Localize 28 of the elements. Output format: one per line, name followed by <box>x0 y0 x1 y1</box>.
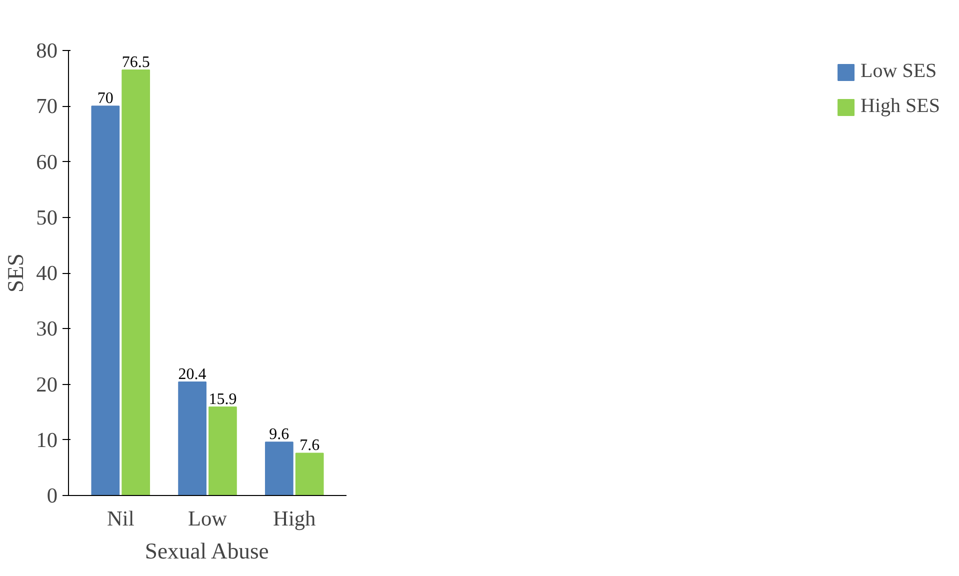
y-tick-label: 80 <box>36 38 58 62</box>
y-tick-label: 60 <box>36 150 58 174</box>
x-axis-title: Sexual Abuse <box>144 538 269 564</box>
bar <box>178 382 206 496</box>
data-label: 9.6 <box>269 426 290 444</box>
x-tick-label: Nil <box>107 506 134 530</box>
data-label: 7.6 <box>300 437 320 454</box>
bar <box>91 106 120 496</box>
y-tick-label: 50 <box>36 205 58 230</box>
data-label: 15.9 <box>208 391 237 408</box>
y-tick-label: 40 <box>36 261 58 285</box>
legend-label: High SES <box>860 95 940 118</box>
y-axis-title: SES <box>3 253 28 293</box>
y-tick-label: 20 <box>36 372 58 396</box>
y-tick-label: 70 <box>36 94 58 118</box>
y-tick-label: 30 <box>36 316 58 341</box>
data-label: 70 <box>97 90 114 108</box>
y-tick-label: 10 <box>36 428 58 452</box>
y-tick-label: 0 <box>46 484 58 508</box>
data-label: 76.5 <box>122 54 150 71</box>
bar <box>208 406 237 496</box>
bar <box>295 452 324 496</box>
legend-label: Low SES <box>860 60 937 83</box>
x-tick-label: High <box>273 506 316 530</box>
bar <box>122 69 150 496</box>
bar <box>264 442 294 496</box>
x-tick-label: Low <box>188 506 228 530</box>
data-label: 20.4 <box>178 366 206 384</box>
